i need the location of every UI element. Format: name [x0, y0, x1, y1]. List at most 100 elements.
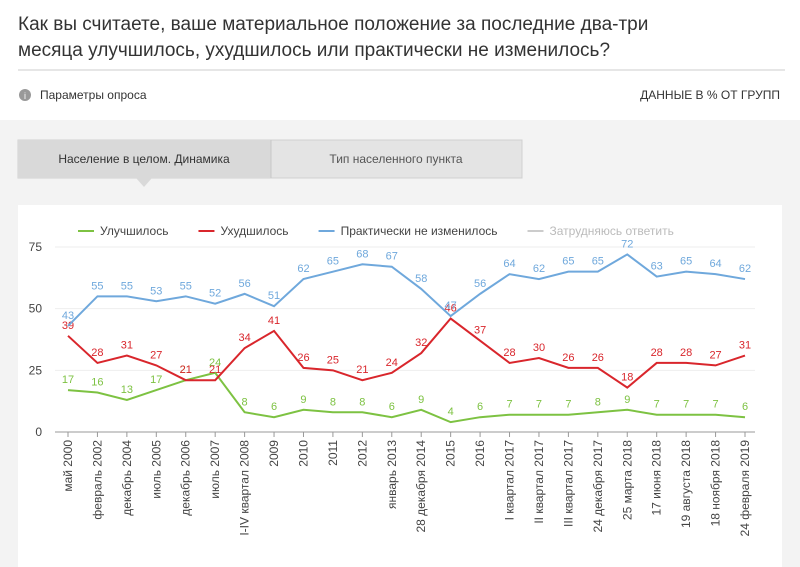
legend-label[interactable]: Ухудшилось	[220, 224, 288, 238]
tab[interactable]: Тип населенного пункта	[329, 152, 463, 166]
data-label: 46	[445, 303, 457, 315]
data-label: 7	[713, 399, 719, 411]
data-label: 26	[297, 352, 309, 364]
x-tick-label: июль 2005	[149, 440, 163, 499]
x-tick-label: I-IV квартал 2008	[238, 440, 252, 536]
data-label: 24	[386, 357, 398, 369]
data-label: 64	[503, 258, 515, 270]
data-label: 9	[418, 394, 424, 406]
data-label: 52	[209, 288, 221, 300]
data-label: 21	[209, 364, 221, 376]
data-label: 31	[121, 340, 133, 352]
x-tick-label: 2016	[473, 440, 487, 467]
data-label: 55	[91, 280, 103, 292]
y-tick-label: 75	[29, 240, 43, 254]
x-tick-label: 2015	[444, 440, 458, 467]
data-label: 55	[180, 280, 192, 292]
chart: 0 25 50 75 май 2000 февраль 2002 декабрь 2004 и…	[29, 224, 755, 536]
data-label: 21	[356, 364, 368, 376]
x-tick-label: 2012	[355, 440, 369, 467]
tab[interactable]: Население в целом. Динамика	[58, 152, 230, 166]
data-label: 53	[150, 285, 162, 297]
data-label: 56	[238, 278, 250, 290]
x-tick-label: июль 2007	[208, 440, 222, 499]
info-icon[interactable]	[19, 89, 31, 101]
data-label: 7	[506, 399, 512, 411]
x-tick-label: I квартал 2017	[503, 440, 517, 521]
data-label: 27	[709, 349, 721, 361]
params-link[interactable]: Параметры опроса	[40, 88, 147, 102]
chart-panel	[18, 205, 782, 567]
y-tick-label: 0	[35, 425, 42, 439]
data-label: 34	[238, 332, 250, 344]
data-label: 7	[654, 399, 660, 411]
data-label: 6	[742, 401, 748, 413]
data-label: 72	[621, 238, 633, 250]
data-label: 4	[448, 406, 454, 418]
x-tick-label: III квартал 2017	[561, 440, 575, 527]
data-label: 30	[533, 342, 545, 354]
series-line	[67, 253, 746, 327]
series-line	[67, 317, 746, 389]
data-label: 51	[268, 290, 280, 302]
x-tick-label: II квартал 2017	[532, 440, 546, 524]
units-note: ДАННЫЕ В % ОТ ГРУПП	[640, 88, 780, 102]
data-label: 28	[680, 347, 692, 359]
data-label: 67	[386, 251, 398, 263]
data-label: 43	[62, 310, 74, 322]
info-glyph: i	[24, 91, 26, 101]
data-label: 62	[297, 263, 309, 275]
data-label: 17	[150, 374, 162, 386]
data-label: 21	[180, 364, 192, 376]
data-label: 65	[562, 256, 574, 268]
x-tick-label: декабрь 2004	[120, 440, 134, 516]
data-label: 32	[415, 337, 427, 349]
data-label: 13	[121, 384, 133, 396]
data-label: 56	[474, 278, 486, 290]
data-label: 18	[621, 372, 633, 384]
data-label: 62	[533, 263, 545, 275]
series-line	[67, 371, 746, 424]
question-line: месяца улучшилось, ухудшилось или практи…	[18, 40, 610, 61]
data-label: 26	[562, 352, 574, 364]
data-label: 64	[709, 258, 721, 270]
tab-active[interactable]	[18, 140, 271, 178]
data-label: 28	[503, 347, 515, 359]
tab-pointer	[136, 178, 152, 187]
data-label: 28	[91, 347, 103, 359]
data-label: 27	[150, 349, 162, 361]
x-tick-label: декабрь 2006	[179, 440, 193, 516]
data-label: 65	[680, 256, 692, 268]
data-label: 37	[474, 325, 486, 337]
legend-label[interactable]: Практически не изменилось	[341, 224, 498, 238]
data-label: 47	[445, 300, 457, 312]
x-tick-label: 18 ноября 2018	[709, 440, 723, 527]
data-label: 31	[739, 340, 751, 352]
legend-label[interactable]: Улучшилось	[100, 224, 168, 238]
data-label: 6	[477, 401, 483, 413]
x-tick-label: 19 августа 2018	[679, 440, 693, 528]
data-label: 58	[415, 273, 427, 285]
data-label: 28	[651, 347, 663, 359]
y-tick-label: 50	[29, 302, 43, 316]
x-tick-label: 2009	[267, 440, 281, 467]
x-tick-label: 24 декабря 2017	[591, 440, 605, 533]
data-label: 16	[91, 377, 103, 389]
x-tick-label: 17 июня 2018	[650, 440, 664, 516]
x-tick-label: февраль 2002	[90, 440, 104, 520]
data-label: 7	[565, 399, 571, 411]
data-label: 25	[327, 354, 339, 366]
x-tick-label: май 2000	[61, 440, 75, 492]
data-label: 65	[327, 256, 339, 268]
x-tick-label: 25 марта 2018	[620, 440, 634, 520]
data-label: 62	[739, 263, 751, 275]
question-line: Как вы считаете, ваше материальное полож…	[18, 14, 648, 35]
data-label: 8	[595, 396, 601, 408]
data-label: 8	[359, 396, 365, 408]
x-tick-label: январь 2013	[385, 440, 399, 509]
x-tick-label: 24 февраля 2019	[738, 440, 752, 537]
x-tick-label: 2010	[296, 440, 310, 467]
legend-label[interactable]: Затрудняюсь ответить	[550, 224, 674, 238]
